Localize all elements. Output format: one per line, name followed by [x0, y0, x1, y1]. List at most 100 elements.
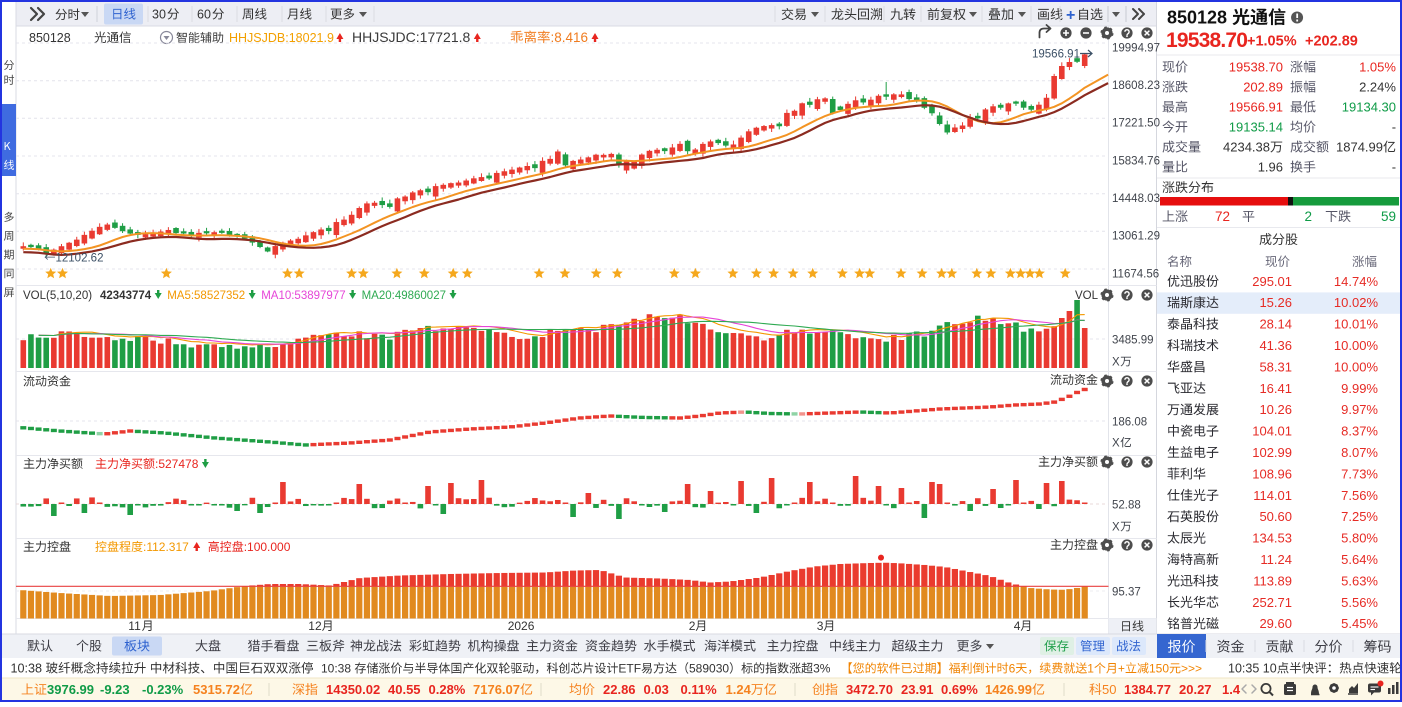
svg-text:+: +	[1118, 662, 1125, 676]
svg-text:8.37%: 8.37%	[1341, 424, 1378, 439]
svg-text:6: 6	[1009, 662, 1016, 676]
svg-text:ETF: ETF	[618, 662, 641, 676]
svg-text:2026: 2026	[508, 619, 535, 633]
svg-text:0.03: 0.03	[644, 682, 669, 697]
svg-text:1426.99: 1426.99	[985, 682, 1032, 697]
svg-text:10.26: 10.26	[1259, 402, 1292, 417]
svg-text:108.96: 108.96	[1252, 466, 1292, 481]
svg-text:X: X	[1112, 438, 1120, 450]
svg-text:12102.62: 12102.62	[56, 253, 104, 265]
svg-text:5.64%: 5.64%	[1341, 552, 1378, 567]
svg-text:18608.23: 18608.23	[1112, 80, 1160, 92]
svg-text:1.96: 1.96	[1258, 160, 1283, 175]
svg-text:5315.72: 5315.72	[193, 682, 240, 697]
svg-text:30: 30	[152, 8, 166, 22]
svg-text:0.11%: 0.11%	[681, 682, 718, 697]
svg-text:186.08: 186.08	[1112, 417, 1147, 429]
svg-text:0.69%: 0.69%	[941, 682, 978, 697]
svg-text:10:35 10: 10:35 10	[1228, 662, 1277, 676]
svg-text:3976.99: 3976.99	[47, 682, 94, 697]
svg-text:850128: 850128	[1167, 8, 1227, 28]
svg-text:22.86: 22.86	[603, 682, 636, 697]
svg-text:150: 150	[1149, 662, 1169, 676]
svg-text:1874.99: 1874.99	[1336, 140, 1383, 155]
svg-text:11.24: 11.24	[1260, 552, 1292, 567]
svg-text:7.25%: 7.25%	[1341, 509, 1378, 524]
svg-text:19994.97: 19994.97	[1112, 42, 1160, 54]
svg-text:134.53: 134.53	[1252, 531, 1292, 546]
svg-text:114.01: 114.01	[1253, 488, 1292, 503]
svg-text:1.05%: 1.05%	[1359, 60, 1396, 75]
svg-text:-0.23%: -0.23%	[142, 682, 184, 697]
svg-text:202.89: 202.89	[1243, 80, 1283, 95]
svg-text:23.91: 23.91	[901, 682, 934, 697]
svg-text:10:38: 10:38	[11, 662, 43, 676]
svg-text:X: X	[1112, 357, 1120, 369]
svg-text:15834.76: 15834.76	[1112, 155, 1160, 167]
svg-text:16.41: 16.41	[1259, 381, 1292, 396]
svg-text:3485.99: 3485.99	[1112, 335, 1154, 347]
svg-text:19566.91: 19566.91	[1229, 100, 1283, 115]
svg-text:95.37: 95.37	[1112, 587, 1141, 599]
svg-text:7176.07: 7176.07	[473, 682, 520, 697]
svg-text:29.60: 29.60	[1259, 616, 1292, 631]
svg-text:295.01: 295.01	[1252, 274, 1292, 289]
svg-text:589030: 589030	[689, 662, 729, 676]
svg-text:15.26: 15.26	[1259, 295, 1292, 310]
svg-text:42343774: 42343774	[100, 290, 152, 302]
svg-text:2: 2	[1304, 209, 1312, 224]
svg-text:14.74%: 14.74%	[1334, 274, 1379, 289]
svg-text:5.80%: 5.80%	[1341, 531, 1378, 546]
svg-text::112.317: :112.317	[143, 540, 189, 554]
svg-text:252.71: 252.71	[1252, 595, 1292, 610]
svg-text:11: 11	[128, 619, 141, 633]
svg-text:MA10:53897977: MA10:53897977	[261, 290, 345, 302]
svg-text:10:38: 10:38	[321, 662, 351, 676]
svg-text:0.28%: 0.28%	[429, 682, 466, 697]
svg-text:50.60: 50.60	[1259, 509, 1292, 524]
svg-text:60: 60	[197, 8, 211, 22]
svg-text:17221.50: 17221.50	[1112, 118, 1160, 130]
svg-text:9.99%: 9.99%	[1341, 381, 1378, 396]
svg-text:41.36: 41.36	[1259, 338, 1292, 353]
svg-text:72: 72	[1215, 209, 1230, 224]
svg-text:>>>: >>>	[1181, 662, 1202, 676]
svg-text:14350.02: 14350.02	[326, 682, 380, 697]
svg-text:-: -	[1392, 120, 1396, 135]
svg-text:40.55: 40.55	[388, 682, 421, 697]
svg-text:5.45%: 5.45%	[1341, 616, 1378, 631]
svg-text:1: 1	[1087, 662, 1094, 676]
svg-text:19538.70: 19538.70	[1229, 60, 1283, 75]
svg-text:2: 2	[689, 619, 696, 633]
svg-text:50: 50	[1102, 682, 1116, 697]
svg-text:19135.14: 19135.14	[1229, 120, 1283, 135]
svg-text::100.000: :100.000	[244, 540, 291, 554]
svg-text:19134.30: 19134.30	[1342, 100, 1396, 115]
svg-text:5.63%: 5.63%	[1341, 573, 1378, 588]
svg-text:113.89: 113.89	[1253, 573, 1292, 588]
svg-text:+202.89: +202.89	[1305, 34, 1358, 50]
svg-text:59: 59	[1381, 209, 1396, 224]
svg-text:1384.77: 1384.77	[1124, 682, 1171, 697]
svg-text:3%: 3%	[813, 662, 831, 676]
svg-text:7.73%: 7.73%	[1341, 466, 1378, 481]
svg-text:MA5:58527352: MA5:58527352	[167, 290, 245, 302]
svg-text:8.07%: 8.07%	[1341, 445, 1378, 460]
svg-text:-9.23: -9.23	[100, 682, 130, 697]
svg-text:4234.38: 4234.38	[1223, 140, 1270, 155]
svg-text:52.88: 52.88	[1112, 500, 1141, 512]
svg-text:3: 3	[817, 619, 824, 633]
svg-text:X: X	[1112, 522, 1120, 534]
svg-text:19538.70: 19538.70	[1166, 29, 1247, 52]
svg-text:9.97%: 9.97%	[1341, 402, 1378, 417]
svg-text:-: -	[1392, 160, 1396, 175]
svg-text:10.01%: 10.01%	[1334, 317, 1379, 332]
svg-text:VOL(5,10,20): VOL(5,10,20)	[23, 290, 92, 302]
svg-text:58.31: 58.31	[1259, 359, 1292, 374]
svg-text:11674.56: 11674.56	[1112, 268, 1159, 280]
svg-text:20.27: 20.27	[1179, 682, 1212, 697]
svg-text:1.4: 1.4	[1222, 682, 1241, 697]
svg-text:5.56%: 5.56%	[1341, 595, 1378, 610]
svg-text:12: 12	[308, 619, 322, 633]
svg-text:1.24: 1.24	[726, 682, 752, 697]
